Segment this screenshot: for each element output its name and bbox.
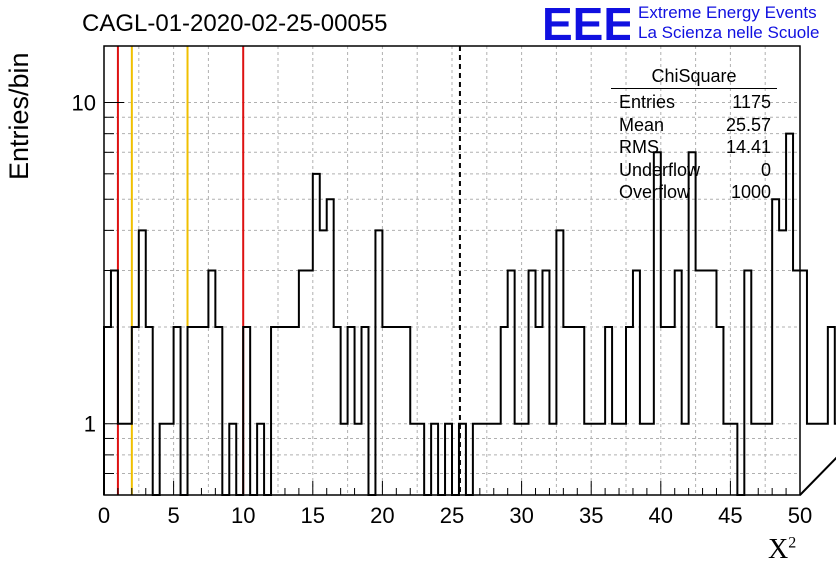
stat-label: Overflow xyxy=(619,182,691,202)
x-tick-label: 15 xyxy=(301,503,325,528)
stat-row-mean: Mean 25.57 xyxy=(611,114,777,137)
y-axis-label: Entries/bin xyxy=(4,52,34,180)
stat-label: Entries xyxy=(619,92,676,112)
stat-label: Mean xyxy=(619,114,665,135)
x-tick-label: 5 xyxy=(167,503,179,528)
stat-value: 14.41 xyxy=(725,137,771,157)
logo-line-1: Extreme Energy Events xyxy=(638,3,817,22)
axis-ticks xyxy=(103,102,801,496)
stat-row-underflow: Underflow 0 xyxy=(611,159,777,182)
stat-row-overflow: Overflow 1000 xyxy=(611,181,777,204)
stat-label: RMS xyxy=(619,137,659,157)
x-tick-label: 35 xyxy=(579,503,603,528)
plot-title: CAGL-01-2020-02-25-00055 xyxy=(82,10,388,37)
x-tick-label: 25 xyxy=(440,503,464,528)
stat-row-rms: RMS 14.41 xyxy=(611,136,777,159)
x-tick-label: 40 xyxy=(649,503,673,528)
x-axis-label-base: X xyxy=(768,534,789,565)
stats-box: ChiSquare Entries 1175 Mean 25.57 RMS 14… xyxy=(611,66,777,204)
y-tick-label: 10 xyxy=(72,91,96,116)
x-axis-label: X2 xyxy=(768,534,796,566)
stat-row-entries: Entries 1175 xyxy=(611,91,777,114)
stats-title: ChiSquare xyxy=(611,66,777,89)
y-tick-label: 1 xyxy=(84,412,96,437)
stat-value: 1175 xyxy=(732,92,771,112)
stat-value: 1000 xyxy=(730,182,771,202)
x-tick-label: 30 xyxy=(509,503,533,528)
eee-logo: EEE xyxy=(542,2,630,44)
tick-labels: 0 5 10 15 20 25 30 35 40 45 50 1 10 xyxy=(72,91,813,528)
stat-value: 25.57 xyxy=(725,114,771,135)
eee-logo-mark: EEE xyxy=(542,2,630,44)
marker-lines xyxy=(116,46,461,495)
stat-value: 0 xyxy=(760,159,771,180)
x-tick-label: 45 xyxy=(718,503,742,528)
x-tick-label: 0 xyxy=(98,503,110,528)
x-tick-label: 50 xyxy=(788,503,812,528)
x-tick-label: 20 xyxy=(370,503,394,528)
stat-label: Underflow xyxy=(619,159,701,180)
x-axis-label-superscript: 2 xyxy=(788,534,797,552)
logo-line-2: La Scienza nelle Scuole xyxy=(638,23,820,42)
x-tick-label: 10 xyxy=(231,503,255,528)
